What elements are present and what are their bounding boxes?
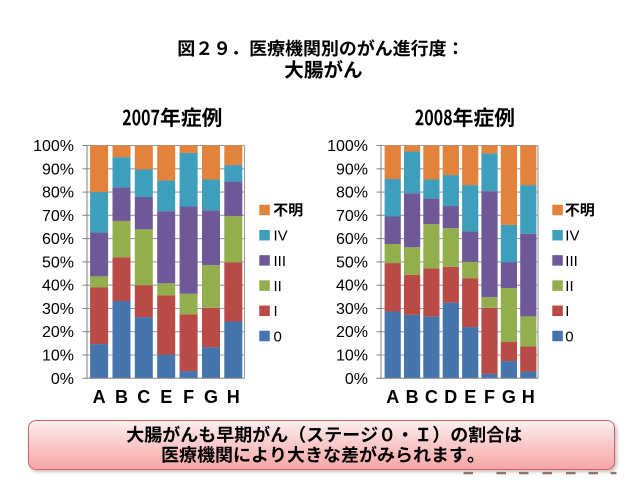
svg-text:C: C — [137, 387, 150, 407]
svg-text:II: II — [565, 278, 573, 295]
svg-text:B: B — [115, 387, 128, 407]
svg-text:F: F — [484, 387, 495, 407]
svg-text:A: A — [93, 387, 106, 407]
svg-text:A: A — [386, 387, 399, 407]
svg-text:90%: 90% — [336, 161, 368, 178]
svg-text:80%: 80% — [336, 185, 368, 202]
svg-text:0%: 0% — [345, 371, 368, 388]
svg-text:50%: 50% — [42, 254, 74, 271]
svg-text:90%: 90% — [42, 161, 74, 178]
svg-text:100%: 100% — [327, 138, 368, 155]
svg-text:E: E — [464, 387, 476, 407]
svg-text:B: B — [406, 387, 419, 407]
svg-text:30%: 30% — [336, 301, 368, 318]
svg-text:100%: 100% — [33, 138, 74, 155]
svg-text:60%: 60% — [336, 231, 368, 248]
svg-text:70%: 70% — [42, 208, 74, 225]
svg-text:E: E — [160, 387, 172, 407]
svg-text:F: F — [183, 387, 194, 407]
svg-text:H: H — [522, 387, 535, 407]
svg-text:III: III — [274, 253, 287, 270]
svg-text:60%: 60% — [42, 231, 74, 248]
svg-text:0%: 0% — [51, 371, 74, 388]
svg-text:80%: 80% — [42, 185, 74, 202]
svg-text:G: G — [502, 387, 516, 407]
svg-text:30%: 30% — [42, 301, 74, 318]
svg-text:0: 0 — [274, 328, 282, 345]
svg-text:G: G — [204, 387, 218, 407]
svg-text:10%: 10% — [336, 348, 368, 365]
svg-text:IV: IV — [274, 228, 288, 245]
svg-text:H: H — [227, 387, 240, 407]
svg-text:III: III — [565, 253, 578, 270]
svg-text:50%: 50% — [336, 254, 368, 271]
svg-text:10%: 10% — [42, 348, 74, 365]
svg-text:I: I — [274, 303, 278, 320]
svg-text:20%: 20% — [42, 324, 74, 341]
svg-text:II: II — [274, 278, 282, 295]
svg-text:70%: 70% — [336, 208, 368, 225]
svg-text:IV: IV — [565, 228, 579, 245]
svg-text:I: I — [565, 303, 569, 320]
svg-text:C: C — [425, 387, 438, 407]
svg-text:D: D — [444, 387, 457, 407]
svg-text:0: 0 — [565, 328, 573, 345]
svg-text:40%: 40% — [336, 278, 368, 295]
svg-text:20%: 20% — [336, 324, 368, 341]
svg-text:40%: 40% — [42, 278, 74, 295]
